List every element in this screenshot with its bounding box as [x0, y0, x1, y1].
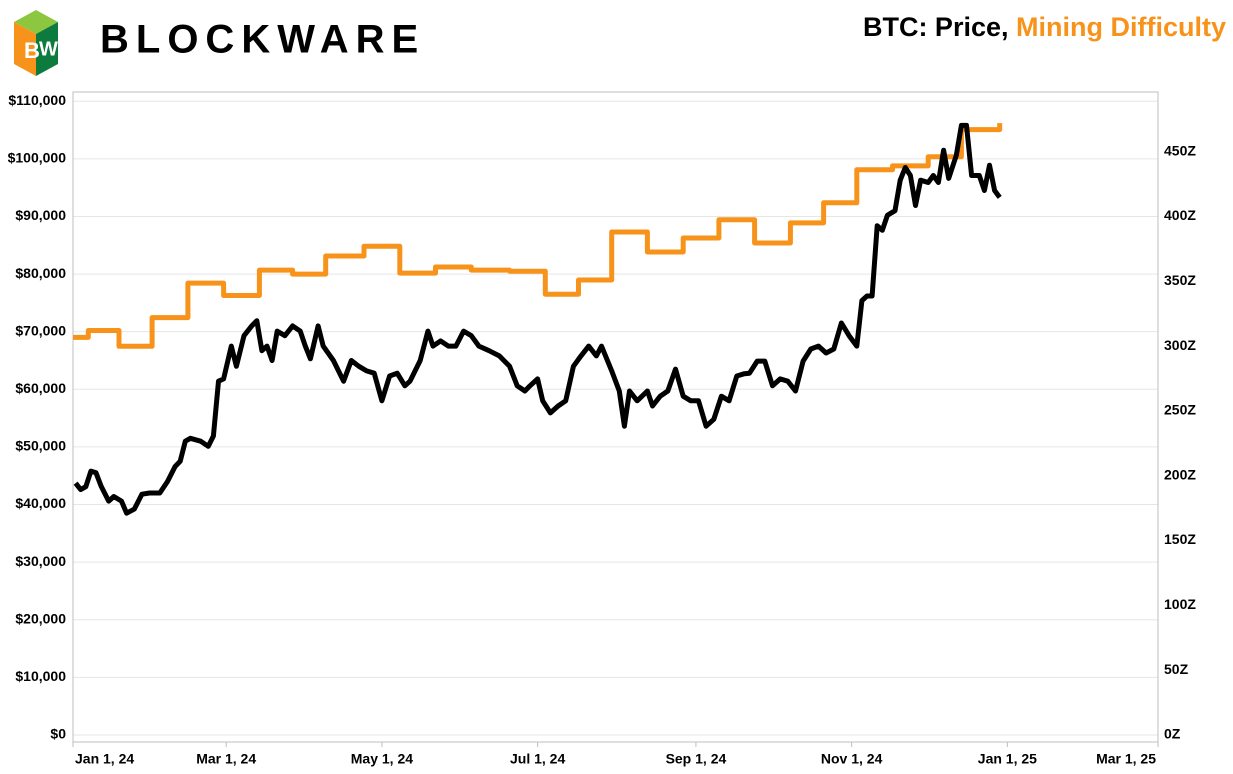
y2-tick-label: 0Z: [1164, 726, 1181, 742]
x-tick-label: Jul 1, 24: [510, 751, 565, 767]
y2-tick-label: 350Z: [1164, 272, 1196, 288]
title-part: BTC: Price,: [863, 12, 1009, 42]
y-tick-label: $30,000: [15, 553, 66, 569]
svg-text:W: W: [39, 38, 58, 60]
y-tick-label: $90,000: [15, 207, 66, 223]
y-tick-label: $10,000: [15, 668, 66, 684]
x-tick-label: Mar 1, 25: [1096, 751, 1156, 767]
line-series: [73, 122, 1002, 516]
y-tick-label: $110,000: [8, 92, 66, 108]
x-tick-label: Mar 1, 24: [196, 751, 256, 767]
y2-tick-label: 200Z: [1164, 466, 1196, 482]
x-tick-label: Jan 1, 24: [75, 751, 134, 767]
logo: B W: [14, 10, 58, 76]
x-tick-label: Sep 1, 24: [666, 751, 727, 767]
y2-tick-label: 300Z: [1164, 337, 1196, 353]
y2-tick-label: 400Z: [1164, 207, 1196, 223]
y-tick-label: $50,000: [15, 438, 66, 454]
svg-text:B: B: [24, 38, 40, 63]
line-series: [73, 123, 1003, 349]
y-tick-label: $0: [50, 726, 66, 742]
y2-tick-label: 450Z: [1164, 142, 1196, 158]
y-tick-label: $70,000: [15, 322, 66, 338]
x-tick-label: May 1, 24: [351, 751, 413, 767]
y-tick-label: $40,000: [15, 495, 66, 511]
y2-tick-label: 250Z: [1164, 402, 1196, 418]
y-tick-label: $20,000: [15, 610, 66, 626]
y-tick-label: $80,000: [15, 265, 66, 281]
x-tick-label: Nov 1, 24: [821, 751, 883, 767]
y-tick-label: $60,000: [15, 380, 66, 396]
title-part: Mining Difficulty: [1016, 12, 1226, 42]
y2-tick-label: 50Z: [1164, 661, 1189, 677]
plot-frame: [72, 91, 1159, 743]
y2-tick-label: 100Z: [1164, 596, 1196, 612]
y2-tick-label: 150Z: [1164, 531, 1196, 547]
y-tick-label: $100,000: [8, 150, 67, 166]
chart-title: BTC: Price, Mining Difficulty: [863, 12, 1226, 42]
x-tick-label: Jan 1, 25: [978, 751, 1037, 767]
brand: BLOCKWARE: [100, 18, 425, 62]
